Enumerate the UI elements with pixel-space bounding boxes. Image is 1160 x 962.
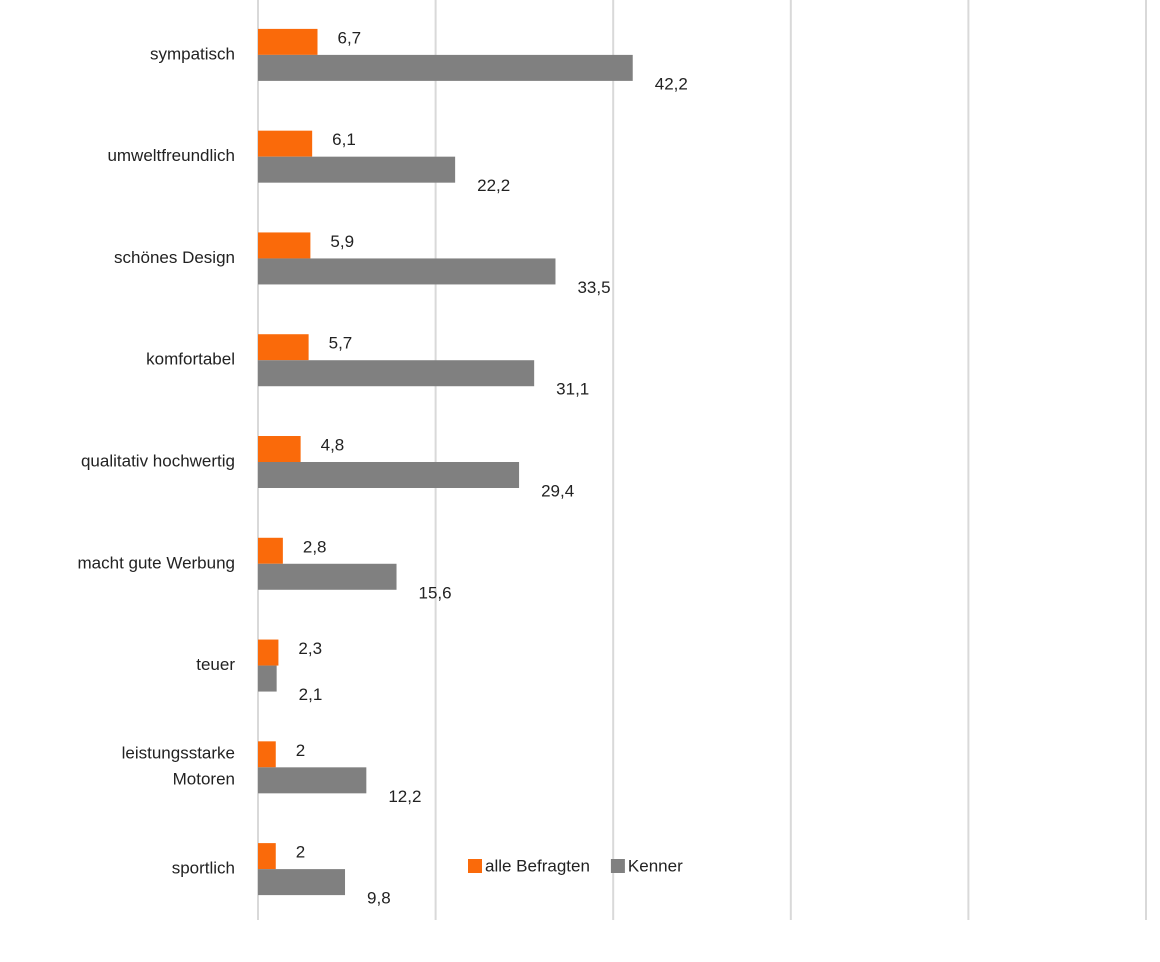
- value-label: 2: [296, 843, 305, 862]
- legend-label: alle Befragten: [485, 856, 590, 875]
- bar: [258, 54, 633, 81]
- bar: [258, 28, 318, 55]
- value-label: 5,9: [330, 232, 354, 251]
- bar: [258, 537, 283, 564]
- y-tick-label-line: leistungsstarke: [122, 744, 235, 763]
- legend-swatch: [610, 859, 625, 873]
- y-tick-label: schönes Design: [114, 248, 235, 267]
- value-label: 2,1: [299, 685, 323, 704]
- bar: [258, 258, 556, 285]
- bar: [258, 156, 456, 183]
- legend-swatch: [468, 859, 482, 873]
- bar: [258, 843, 276, 870]
- y-tick-label: umweltfreundlich: [107, 146, 235, 165]
- bar: [258, 334, 309, 361]
- y-tick-label: sympatisch: [150, 44, 235, 63]
- bar: [258, 563, 397, 590]
- value-label: 31,1: [556, 380, 589, 399]
- value-label: 6,1: [332, 130, 356, 149]
- value-label: 22,2: [477, 176, 510, 195]
- y-tick-label: macht gute Werbung: [78, 553, 236, 572]
- bar: [258, 665, 277, 692]
- value-label: 29,4: [541, 481, 574, 500]
- bar: [258, 741, 276, 768]
- value-label: 9,8: [367, 889, 391, 908]
- value-label: 15,6: [419, 583, 452, 602]
- bar: [258, 436, 301, 462]
- y-tick-label: qualitativ hochwertig: [81, 451, 235, 470]
- bar: [258, 639, 279, 666]
- y-tick-label: leistungsstarke Motoren: [122, 744, 235, 789]
- bar: [258, 767, 367, 794]
- value-label: 42,2: [655, 74, 688, 93]
- y-tick-label: sportlich: [172, 859, 235, 878]
- value-label: 4,8: [321, 435, 345, 454]
- value-label: 5,7: [329, 334, 353, 353]
- bar: [258, 869, 346, 896]
- bar: [258, 360, 535, 387]
- bar: [258, 462, 520, 488]
- value-label: 2,3: [298, 639, 322, 658]
- bar: [258, 232, 311, 259]
- value-label: 33,5: [577, 278, 610, 297]
- value-label: 2: [296, 741, 305, 760]
- y-tick-label: komfortabel: [146, 350, 235, 369]
- y-tick-label-line: Motoren: [173, 770, 235, 789]
- value-label: 6,7: [337, 28, 361, 47]
- bar: [258, 130, 313, 157]
- value-label: 12,2: [388, 787, 421, 806]
- y-tick-label: teuer: [196, 655, 235, 674]
- legend-label: Kenner: [628, 856, 683, 875]
- value-label: 2,8: [303, 537, 327, 556]
